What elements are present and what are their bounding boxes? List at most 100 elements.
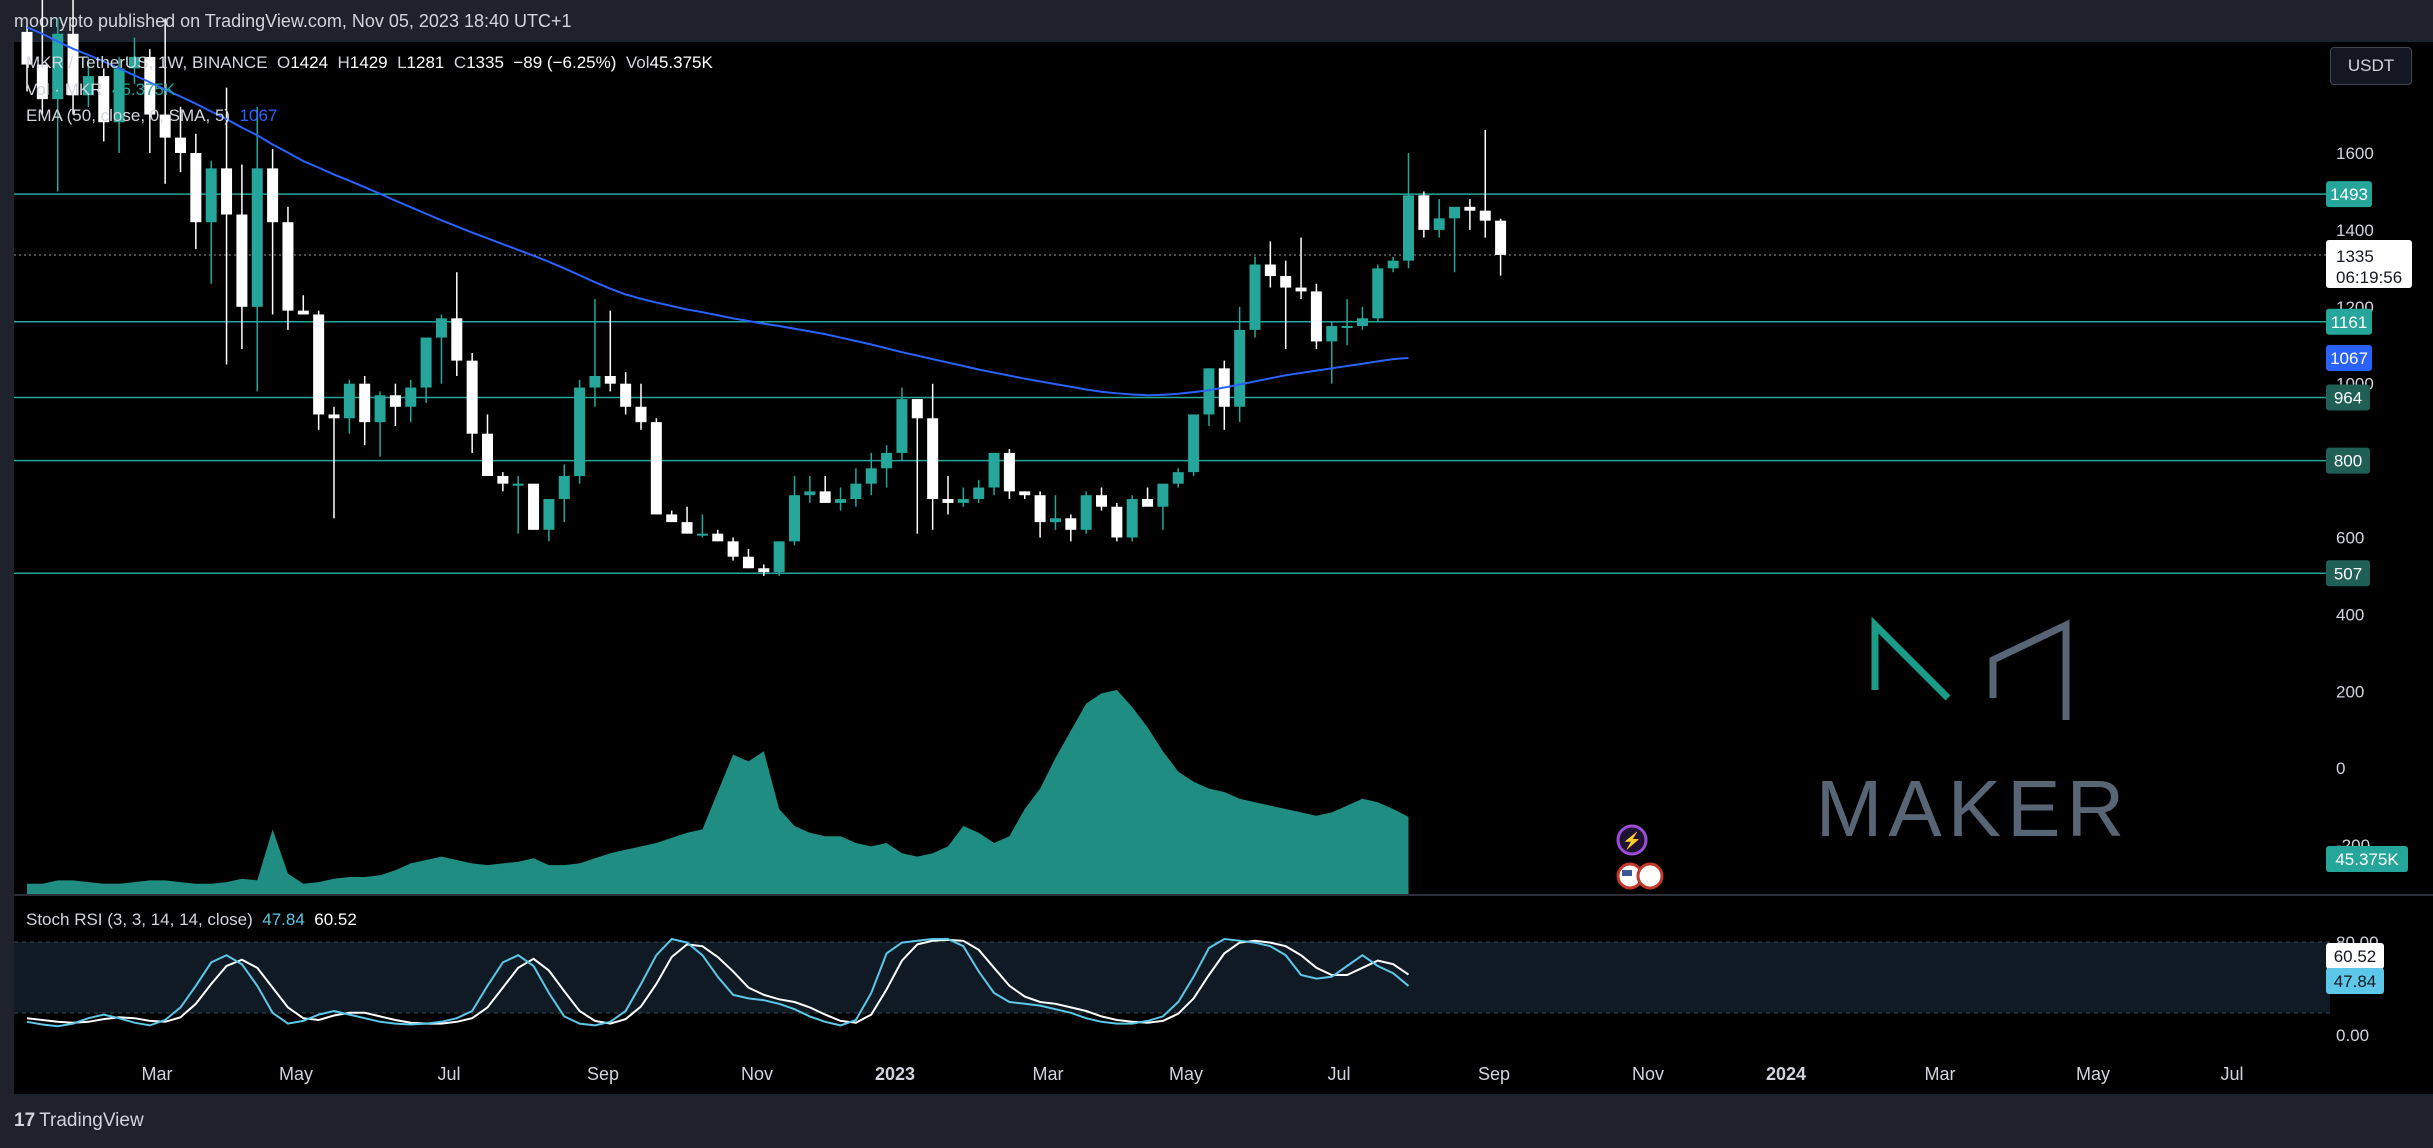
legend-change: −89 (−6.25%) bbox=[513, 53, 617, 72]
candle-body-71 bbox=[1111, 506, 1123, 538]
event-markers[interactable]: ⚡ bbox=[1616, 824, 1664, 890]
level-tag-800-text: 800 bbox=[2334, 452, 2362, 471]
horizontal-levels bbox=[14, 193, 2330, 575]
candle-body-14 bbox=[236, 214, 248, 307]
last-price-tag-text: 1335 bbox=[2336, 247, 2374, 266]
x-tick-11: 2024 bbox=[1766, 1064, 1806, 1084]
level-tag-507-text: 507 bbox=[2334, 564, 2362, 583]
legend-open-label: O bbox=[276, 53, 291, 72]
x-tick-12: Mar bbox=[1925, 1064, 1956, 1084]
candle-body-67 bbox=[1049, 518, 1061, 523]
candle-body-62 bbox=[973, 487, 985, 500]
published-bar: moonypto published on TradingView.com, N… bbox=[0, 0, 2433, 42]
candle-body-26 bbox=[420, 337, 432, 388]
candles bbox=[21, 0, 1507, 576]
candle-body-55 bbox=[865, 468, 877, 484]
candle-body-81 bbox=[1264, 264, 1276, 277]
candle-body-76 bbox=[1188, 414, 1200, 473]
rsi-d-tag-bg bbox=[2326, 943, 2384, 969]
x-tick-5: 2023 bbox=[875, 1064, 915, 1084]
legend-ema-label: EMA (50, close, 0, SMA, 5) bbox=[26, 106, 231, 125]
y-tick-1400: 1400 bbox=[2336, 221, 2374, 240]
legend-volume: Vol · MKR 45.375K bbox=[26, 80, 175, 100]
candle-body-10 bbox=[175, 137, 186, 153]
candle-body-82 bbox=[1280, 276, 1292, 288]
rsi-k-tag-bg bbox=[2326, 968, 2384, 994]
tradingview-text: TradingView bbox=[39, 1110, 144, 1131]
candle-body-1 bbox=[36, 64, 48, 100]
candle-body-12 bbox=[205, 168, 217, 223]
candle-body-90 bbox=[1403, 195, 1414, 261]
maker-watermark: MAKER bbox=[1816, 616, 2124, 853]
x-tick-3: Sep bbox=[587, 1064, 619, 1084]
rsi-d-line bbox=[26, 938, 1410, 1025]
candle-body-59 bbox=[927, 418, 939, 500]
candle-body-66 bbox=[1034, 495, 1046, 523]
x-tick-14: Jul bbox=[2220, 1064, 2243, 1084]
legend-low: 1281 bbox=[406, 53, 445, 72]
candle-body-24 bbox=[389, 395, 401, 407]
candle-body-51 bbox=[804, 491, 816, 496]
candle-body-37 bbox=[589, 376, 601, 388]
legend-ema: EMA (50, close, 0, SMA, 5) 1067 bbox=[26, 106, 277, 126]
candle-body-69 bbox=[1080, 495, 1092, 530]
legend-volume-label: Vol · MKR bbox=[26, 80, 103, 99]
candle-body-91 bbox=[1418, 195, 1430, 230]
level-tag-800-bg bbox=[2326, 447, 2370, 474]
us-flag-icon-2[interactable] bbox=[1636, 862, 1664, 890]
tradingview-brand[interactable]: 17 TradingView bbox=[14, 1110, 144, 1132]
legend-ema-value: 1067 bbox=[239, 106, 278, 125]
rsi-band bbox=[14, 942, 2330, 1013]
candle-body-48 bbox=[758, 568, 770, 573]
level-tag-1161-text: 1161 bbox=[2331, 313, 2368, 332]
y-tick-0: 0 bbox=[2336, 759, 2345, 778]
candle-body-70 bbox=[1096, 495, 1107, 507]
candle-body-39 bbox=[620, 383, 632, 407]
candle-body-75 bbox=[1172, 472, 1184, 484]
candle-body-61 bbox=[957, 499, 969, 503]
lightning-icon[interactable] bbox=[1616, 824, 1648, 856]
legend-low-label: L bbox=[397, 53, 407, 72]
candle-body-79 bbox=[1234, 329, 1246, 407]
candle-body-63 bbox=[988, 452, 1000, 488]
candle-body-25 bbox=[405, 387, 417, 407]
candle-body-32 bbox=[512, 483, 524, 486]
currency-button[interactable]: USDT bbox=[2330, 47, 2412, 85]
x-tick-8: Jul bbox=[1327, 1064, 1350, 1084]
rsi-tick-0: 0.00 bbox=[2336, 1026, 2369, 1045]
x-tick-1: May bbox=[279, 1064, 313, 1084]
legend-high-label: H bbox=[337, 53, 350, 72]
candle-body-88 bbox=[1372, 268, 1384, 319]
candle-body-89 bbox=[1387, 260, 1399, 269]
y-tick-400: 400 bbox=[2336, 605, 2364, 624]
ema-line bbox=[26, 26, 1409, 397]
candle-body-65 bbox=[1019, 491, 1031, 496]
y-tick-1600: 1600 bbox=[2336, 144, 2374, 163]
legend-ohlc: MKR / TetherUS, 1W, BINANCE O1424 H1429 … bbox=[26, 53, 713, 73]
candle-body-49 bbox=[773, 541, 785, 573]
candle-body-57 bbox=[896, 399, 908, 453]
candle-body-15 bbox=[251, 168, 263, 307]
candle-body-21 bbox=[343, 383, 355, 419]
volume-tag-bg bbox=[2326, 846, 2408, 872]
candle-body-22 bbox=[359, 383, 371, 423]
candle-body-23 bbox=[374, 395, 386, 423]
candle-body-9 bbox=[159, 114, 171, 138]
candle-body-30 bbox=[482, 433, 493, 476]
legend-rsi-k: 47.84 bbox=[262, 910, 305, 929]
candle-body-74 bbox=[1157, 483, 1169, 507]
candle-body-2 bbox=[52, 33, 64, 100]
candle-body-87 bbox=[1356, 318, 1368, 327]
candle-body-31 bbox=[497, 475, 509, 484]
level-tag-964-text: 964 bbox=[2334, 389, 2362, 408]
candle-body-72 bbox=[1126, 499, 1138, 538]
candle-body-95 bbox=[1479, 210, 1491, 221]
candle-body-58 bbox=[911, 399, 923, 419]
legend-volume-value: 45.375K bbox=[111, 80, 176, 99]
maker-logo-right bbox=[1989, 619, 2070, 720]
candle-body-94 bbox=[1464, 206, 1476, 211]
candle-body-53 bbox=[835, 499, 847, 503]
rsi-k-tag-text: 47.84 bbox=[2334, 972, 2377, 991]
flag-canton bbox=[1622, 870, 1632, 876]
